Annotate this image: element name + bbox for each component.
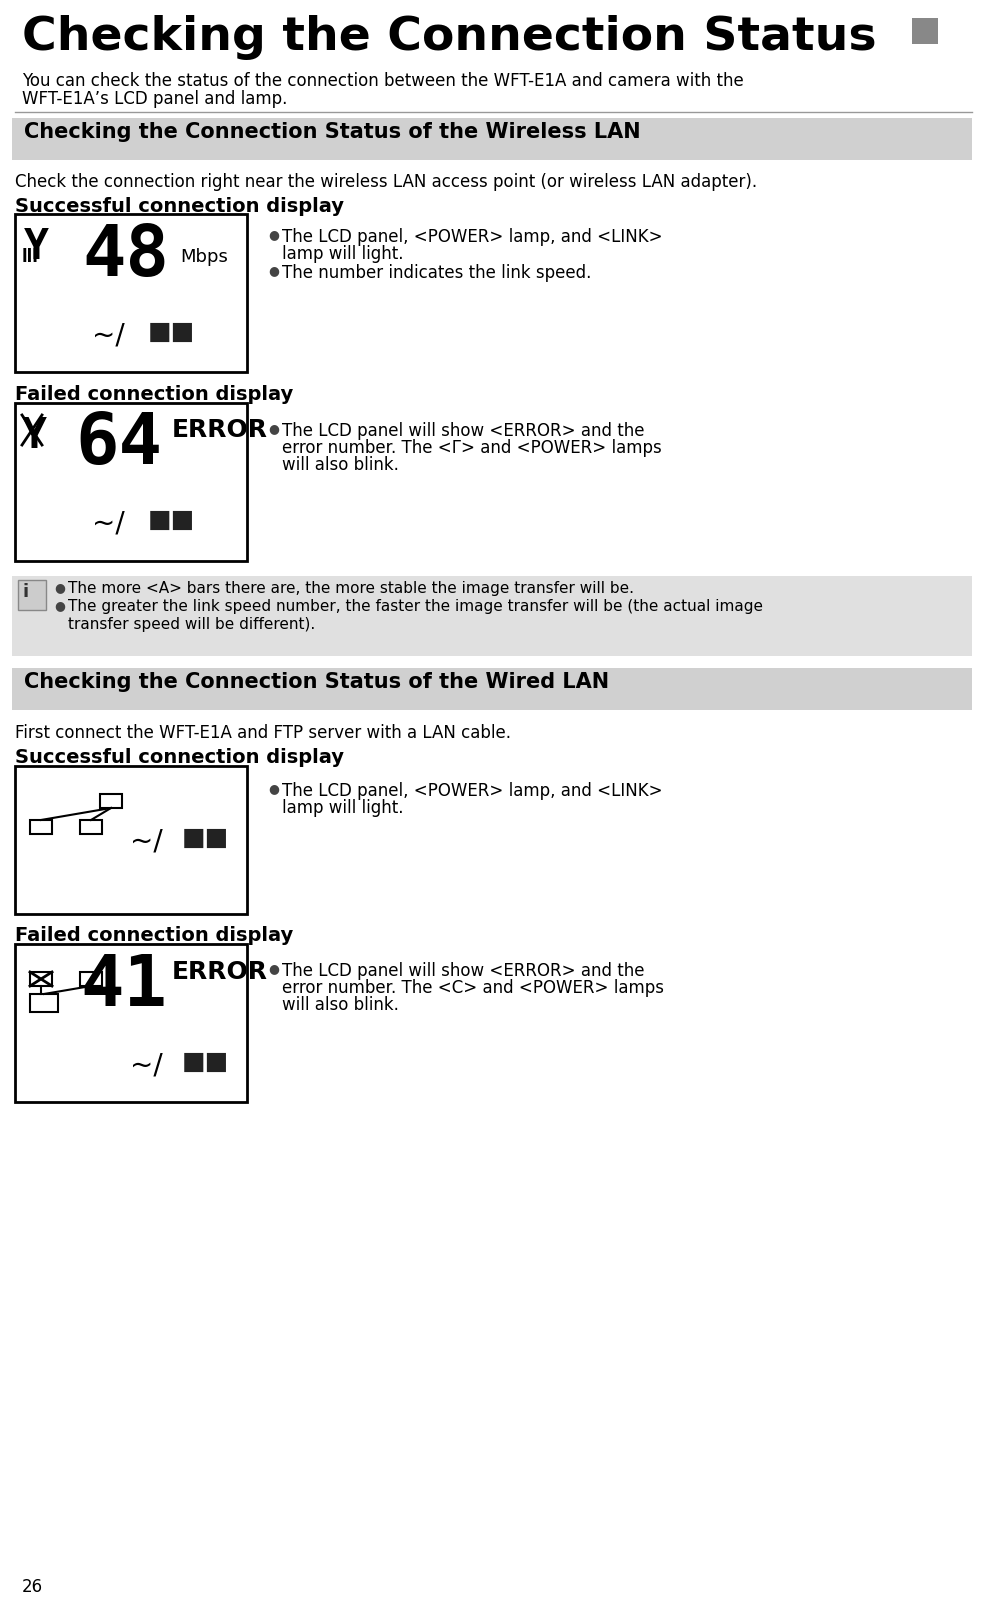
Text: lll: lll <box>22 248 38 266</box>
Text: 26: 26 <box>22 1578 43 1596</box>
Text: Failed connection display: Failed connection display <box>15 926 293 945</box>
Text: You can check the status of the connection between the WFT-E1A and camera with t: You can check the status of the connecti… <box>22 72 743 90</box>
Text: The greater the link speed number, the faster the image transfer will be (the ac: The greater the link speed number, the f… <box>68 599 762 614</box>
Text: ●: ● <box>268 264 279 277</box>
Bar <box>100 795 122 807</box>
Bar <box>80 820 102 835</box>
Bar <box>12 577 971 655</box>
Bar <box>911 18 937 43</box>
Text: lamp will light.: lamp will light. <box>282 245 403 263</box>
Text: will also blink.: will also blink. <box>282 457 398 474</box>
Text: Check the connection right near the wireless LAN access point (or wireless LAN a: Check the connection right near the wire… <box>15 173 756 191</box>
Bar <box>80 972 102 985</box>
Bar <box>30 972 52 985</box>
Bar <box>15 766 246 915</box>
Text: ■■: ■■ <box>181 1049 229 1073</box>
Text: ●: ● <box>54 599 65 612</box>
Text: The LCD panel, <POWER> lamp, and <LINK>: The LCD panel, <POWER> lamp, and <LINK> <box>282 227 662 247</box>
Text: Failed connection display: Failed connection display <box>15 384 293 404</box>
Bar <box>18 580 46 610</box>
Text: ~/: ~/ <box>130 828 163 855</box>
Text: ERROR: ERROR <box>172 418 268 442</box>
Text: Successful connection display: Successful connection display <box>15 748 344 767</box>
Text: Checking the Connection Status of the Wireless LAN: Checking the Connection Status of the Wi… <box>24 122 640 143</box>
Text: Checking the Connection Status: Checking the Connection Status <box>22 14 876 59</box>
Text: The LCD panel, <POWER> lamp, and <LINK>: The LCD panel, <POWER> lamp, and <LINK> <box>282 782 662 799</box>
Text: 41: 41 <box>80 952 167 1020</box>
Text: 64: 64 <box>75 410 162 479</box>
Text: Y: Y <box>24 226 49 268</box>
Bar <box>12 119 971 160</box>
Text: ■■: ■■ <box>148 508 195 532</box>
Text: The LCD panel will show <ERROR> and the: The LCD panel will show <ERROR> and the <box>282 961 644 980</box>
Text: ●: ● <box>268 227 279 240</box>
Text: ■■: ■■ <box>148 320 195 344</box>
Bar <box>30 993 58 1012</box>
Text: First connect the WFT-E1A and FTP server with a LAN cable.: First connect the WFT-E1A and FTP server… <box>15 724 511 742</box>
Text: Successful connection display: Successful connection display <box>15 197 344 216</box>
Text: ●: ● <box>268 961 279 976</box>
Text: ~/: ~/ <box>92 322 124 349</box>
Text: ~/: ~/ <box>92 509 124 538</box>
Text: Mbps: Mbps <box>179 248 228 266</box>
Text: ●: ● <box>54 582 65 594</box>
Text: ●: ● <box>268 782 279 795</box>
Bar <box>30 820 52 835</box>
Text: error number. The <C> and <POWER> lamps: error number. The <C> and <POWER> lamps <box>282 979 664 996</box>
Text: i: i <box>22 583 28 601</box>
Text: The more <A> bars there are, the more stable the image transfer will be.: The more <A> bars there are, the more st… <box>68 582 633 596</box>
Text: Y: Y <box>22 415 47 457</box>
Text: will also blink.: will also blink. <box>282 996 398 1014</box>
Text: ●: ● <box>268 421 279 436</box>
Text: error number. The <Γ> and <POWER> lamps: error number. The <Γ> and <POWER> lamps <box>282 439 661 457</box>
Text: ERROR: ERROR <box>172 960 268 984</box>
Text: WFT-E1A’s LCD panel and lamp.: WFT-E1A’s LCD panel and lamp. <box>22 90 287 107</box>
Bar <box>15 404 246 561</box>
Text: lamp will light.: lamp will light. <box>282 799 403 817</box>
Text: The LCD panel will show <ERROR> and the: The LCD panel will show <ERROR> and the <box>282 421 644 441</box>
Text: Checking the Connection Status of the Wired LAN: Checking the Connection Status of the Wi… <box>24 671 608 692</box>
Bar <box>15 944 246 1102</box>
Text: ■■: ■■ <box>181 827 229 851</box>
Bar <box>15 215 246 372</box>
Text: 48: 48 <box>82 223 169 292</box>
Bar <box>12 668 971 710</box>
Text: The number indicates the link speed.: The number indicates the link speed. <box>282 264 591 282</box>
Text: transfer speed will be different).: transfer speed will be different). <box>68 617 315 633</box>
Text: ~/: ~/ <box>130 1053 163 1080</box>
